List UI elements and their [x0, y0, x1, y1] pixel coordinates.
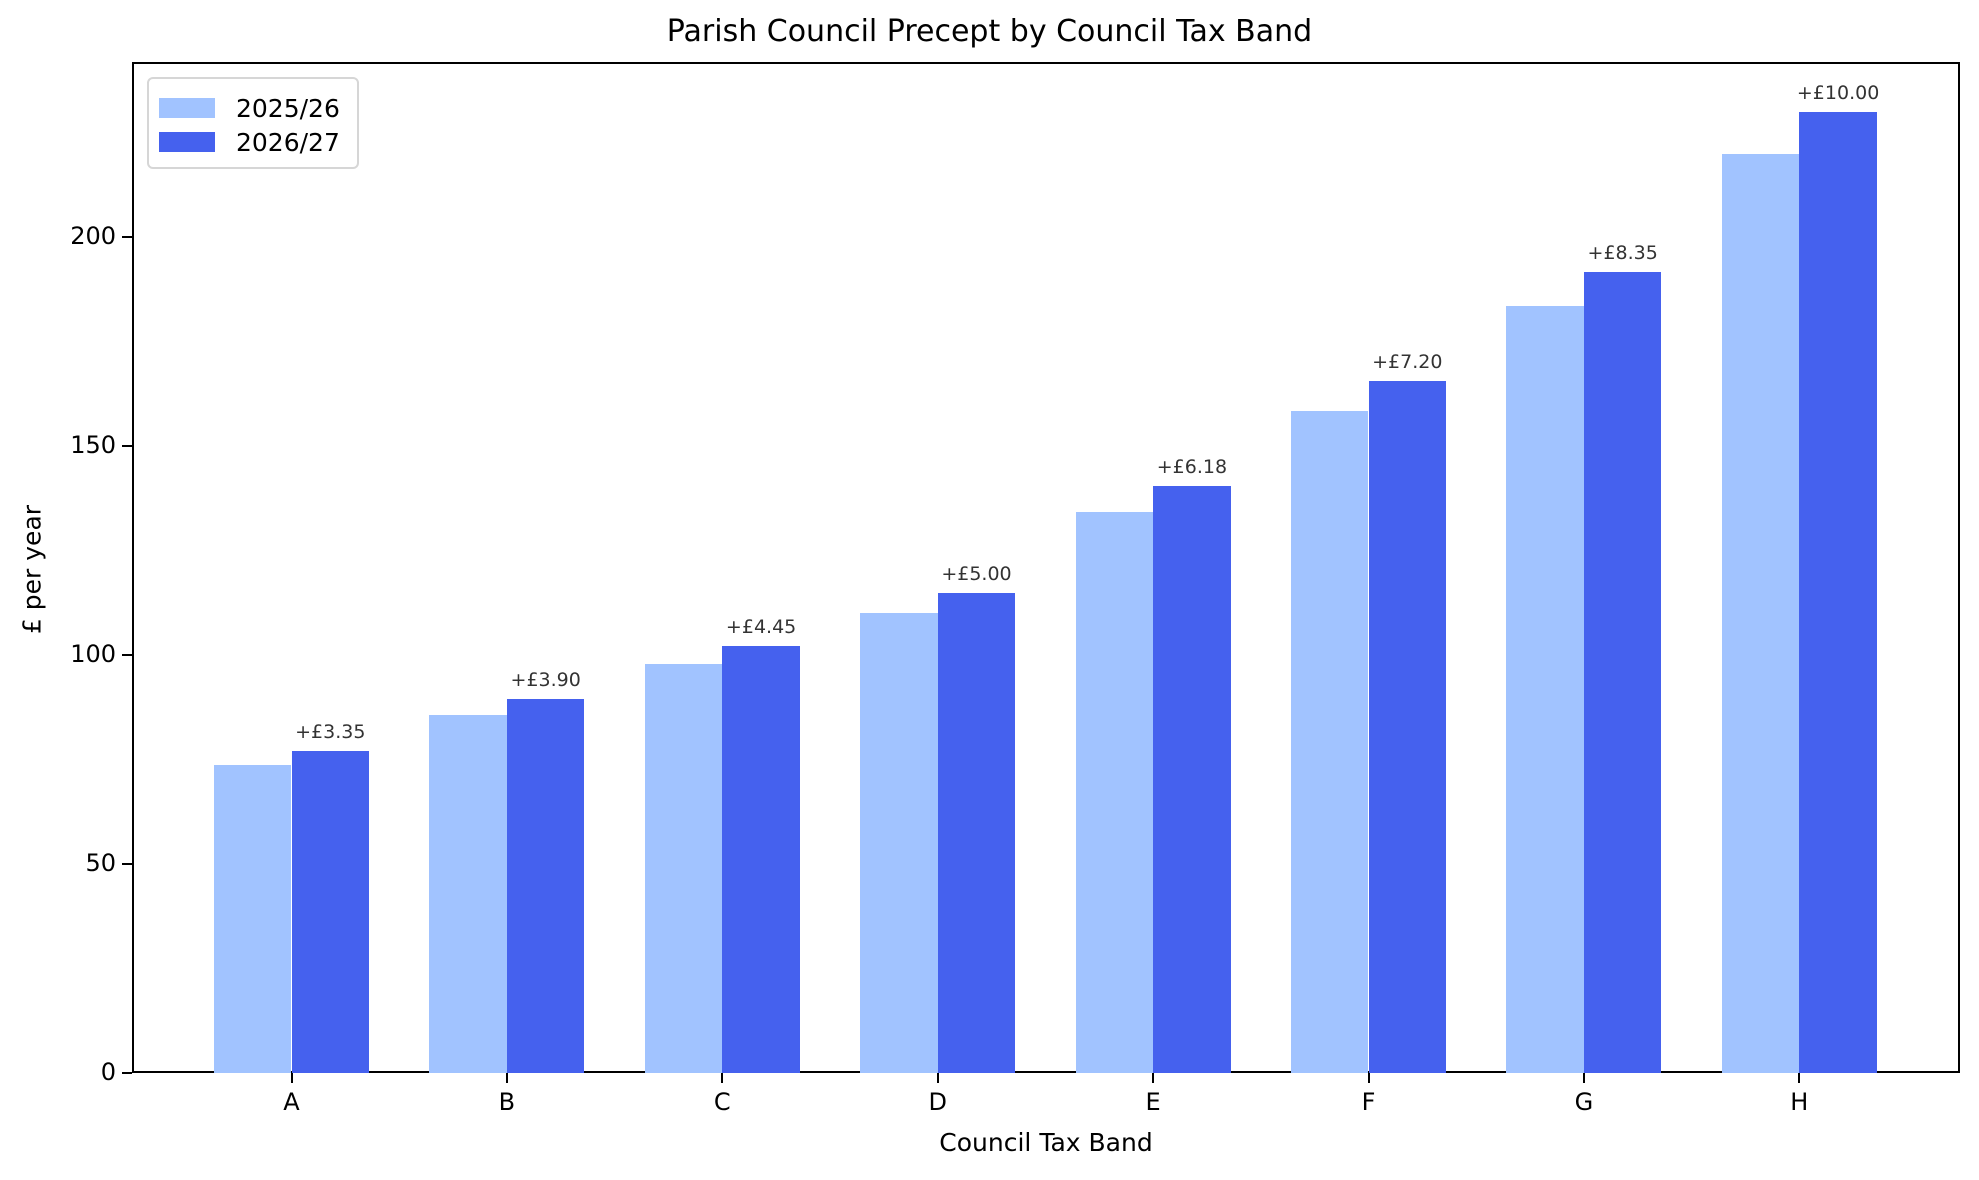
delta-label: +£7.20 — [1372, 350, 1443, 373]
y-tick — [122, 1072, 132, 1074]
x-tick-label: E — [1145, 1088, 1161, 1116]
x-tick-label: C — [713, 1088, 731, 1116]
delta-label: +£4.45 — [725, 615, 797, 638]
y-tick-label: 0 — [100, 1058, 116, 1086]
bar-D-prev — [860, 613, 938, 1073]
x-tick — [505, 1073, 508, 1083]
delta-label: +£6.18 — [1156, 456, 1228, 479]
bar-H-prev — [1721, 153, 1800, 1073]
y-tick-label: 50 — [85, 849, 116, 878]
legend: 2025/26 2026/27 — [147, 77, 359, 169]
x-tick-label: A — [283, 1088, 300, 1116]
y-tick — [122, 236, 132, 239]
y-tick — [122, 445, 132, 448]
bar-B-prev — [429, 714, 507, 1073]
chart-title: Parish Council Precept by Council Tax Ba… — [666, 14, 1313, 49]
x-axis-label: Council Tax Band — [939, 1128, 1153, 1157]
legend-item-2026-27: 2026/27 — [159, 127, 340, 157]
x-tick — [1798, 1073, 1801, 1083]
bar-H-curr — [1799, 112, 1877, 1073]
bar-E-curr — [1153, 486, 1231, 1073]
delta-label: +£3.35 — [295, 721, 366, 744]
bar-B-curr — [506, 698, 585, 1073]
y-tick — [122, 654, 132, 657]
x-tick — [721, 1073, 724, 1083]
delta-label: +£5.00 — [941, 562, 1012, 585]
bar-F-curr — [1368, 380, 1447, 1073]
x-tick — [936, 1073, 939, 1083]
x-tick — [290, 1073, 293, 1083]
bar-C-prev — [644, 664, 723, 1073]
x-tick — [1582, 1073, 1585, 1083]
plot-area: +£3.35 +£3.90 +£4.45 +£5.00 +£6.18 +£7.20 +£8.… — [132, 62, 1960, 1073]
bar-G-curr — [1583, 271, 1662, 1073]
legend-swatch-light — [159, 98, 215, 118]
y-tick-label: 100 — [70, 640, 116, 669]
x-tick-label: G — [1574, 1088, 1594, 1116]
y-tick — [122, 863, 132, 866]
bar-F-prev — [1290, 411, 1369, 1073]
legend-swatch-dark — [159, 132, 215, 152]
x-tick-label: H — [1790, 1088, 1809, 1116]
x-tick — [1367, 1073, 1370, 1083]
delta-label: +£10.00 — [1796, 82, 1880, 105]
bar-E-prev — [1075, 511, 1154, 1073]
delta-label: +£3.90 — [510, 668, 581, 691]
bar-D-curr — [937, 592, 1016, 1073]
y-tick-label: 150 — [70, 431, 116, 460]
bar-C-curr — [722, 645, 800, 1073]
legend-label: 2025/26 — [236, 93, 340, 123]
y-tick-label: 200 — [70, 222, 116, 251]
legend-item-2025-26: 2025/26 — [159, 93, 340, 123]
bar-G-prev — [1506, 306, 1584, 1073]
y-axis-label: £ per year — [17, 504, 47, 635]
x-tick-label: F — [1361, 1088, 1376, 1116]
legend-label: 2026/27 — [236, 127, 340, 157]
bar-A-prev — [213, 765, 292, 1073]
x-tick — [1152, 1073, 1155, 1083]
delta-label: +£8.35 — [1587, 241, 1658, 264]
bar-A-curr — [291, 751, 370, 1073]
x-tick-label: D — [928, 1088, 947, 1116]
x-tick-label: B — [498, 1088, 516, 1116]
